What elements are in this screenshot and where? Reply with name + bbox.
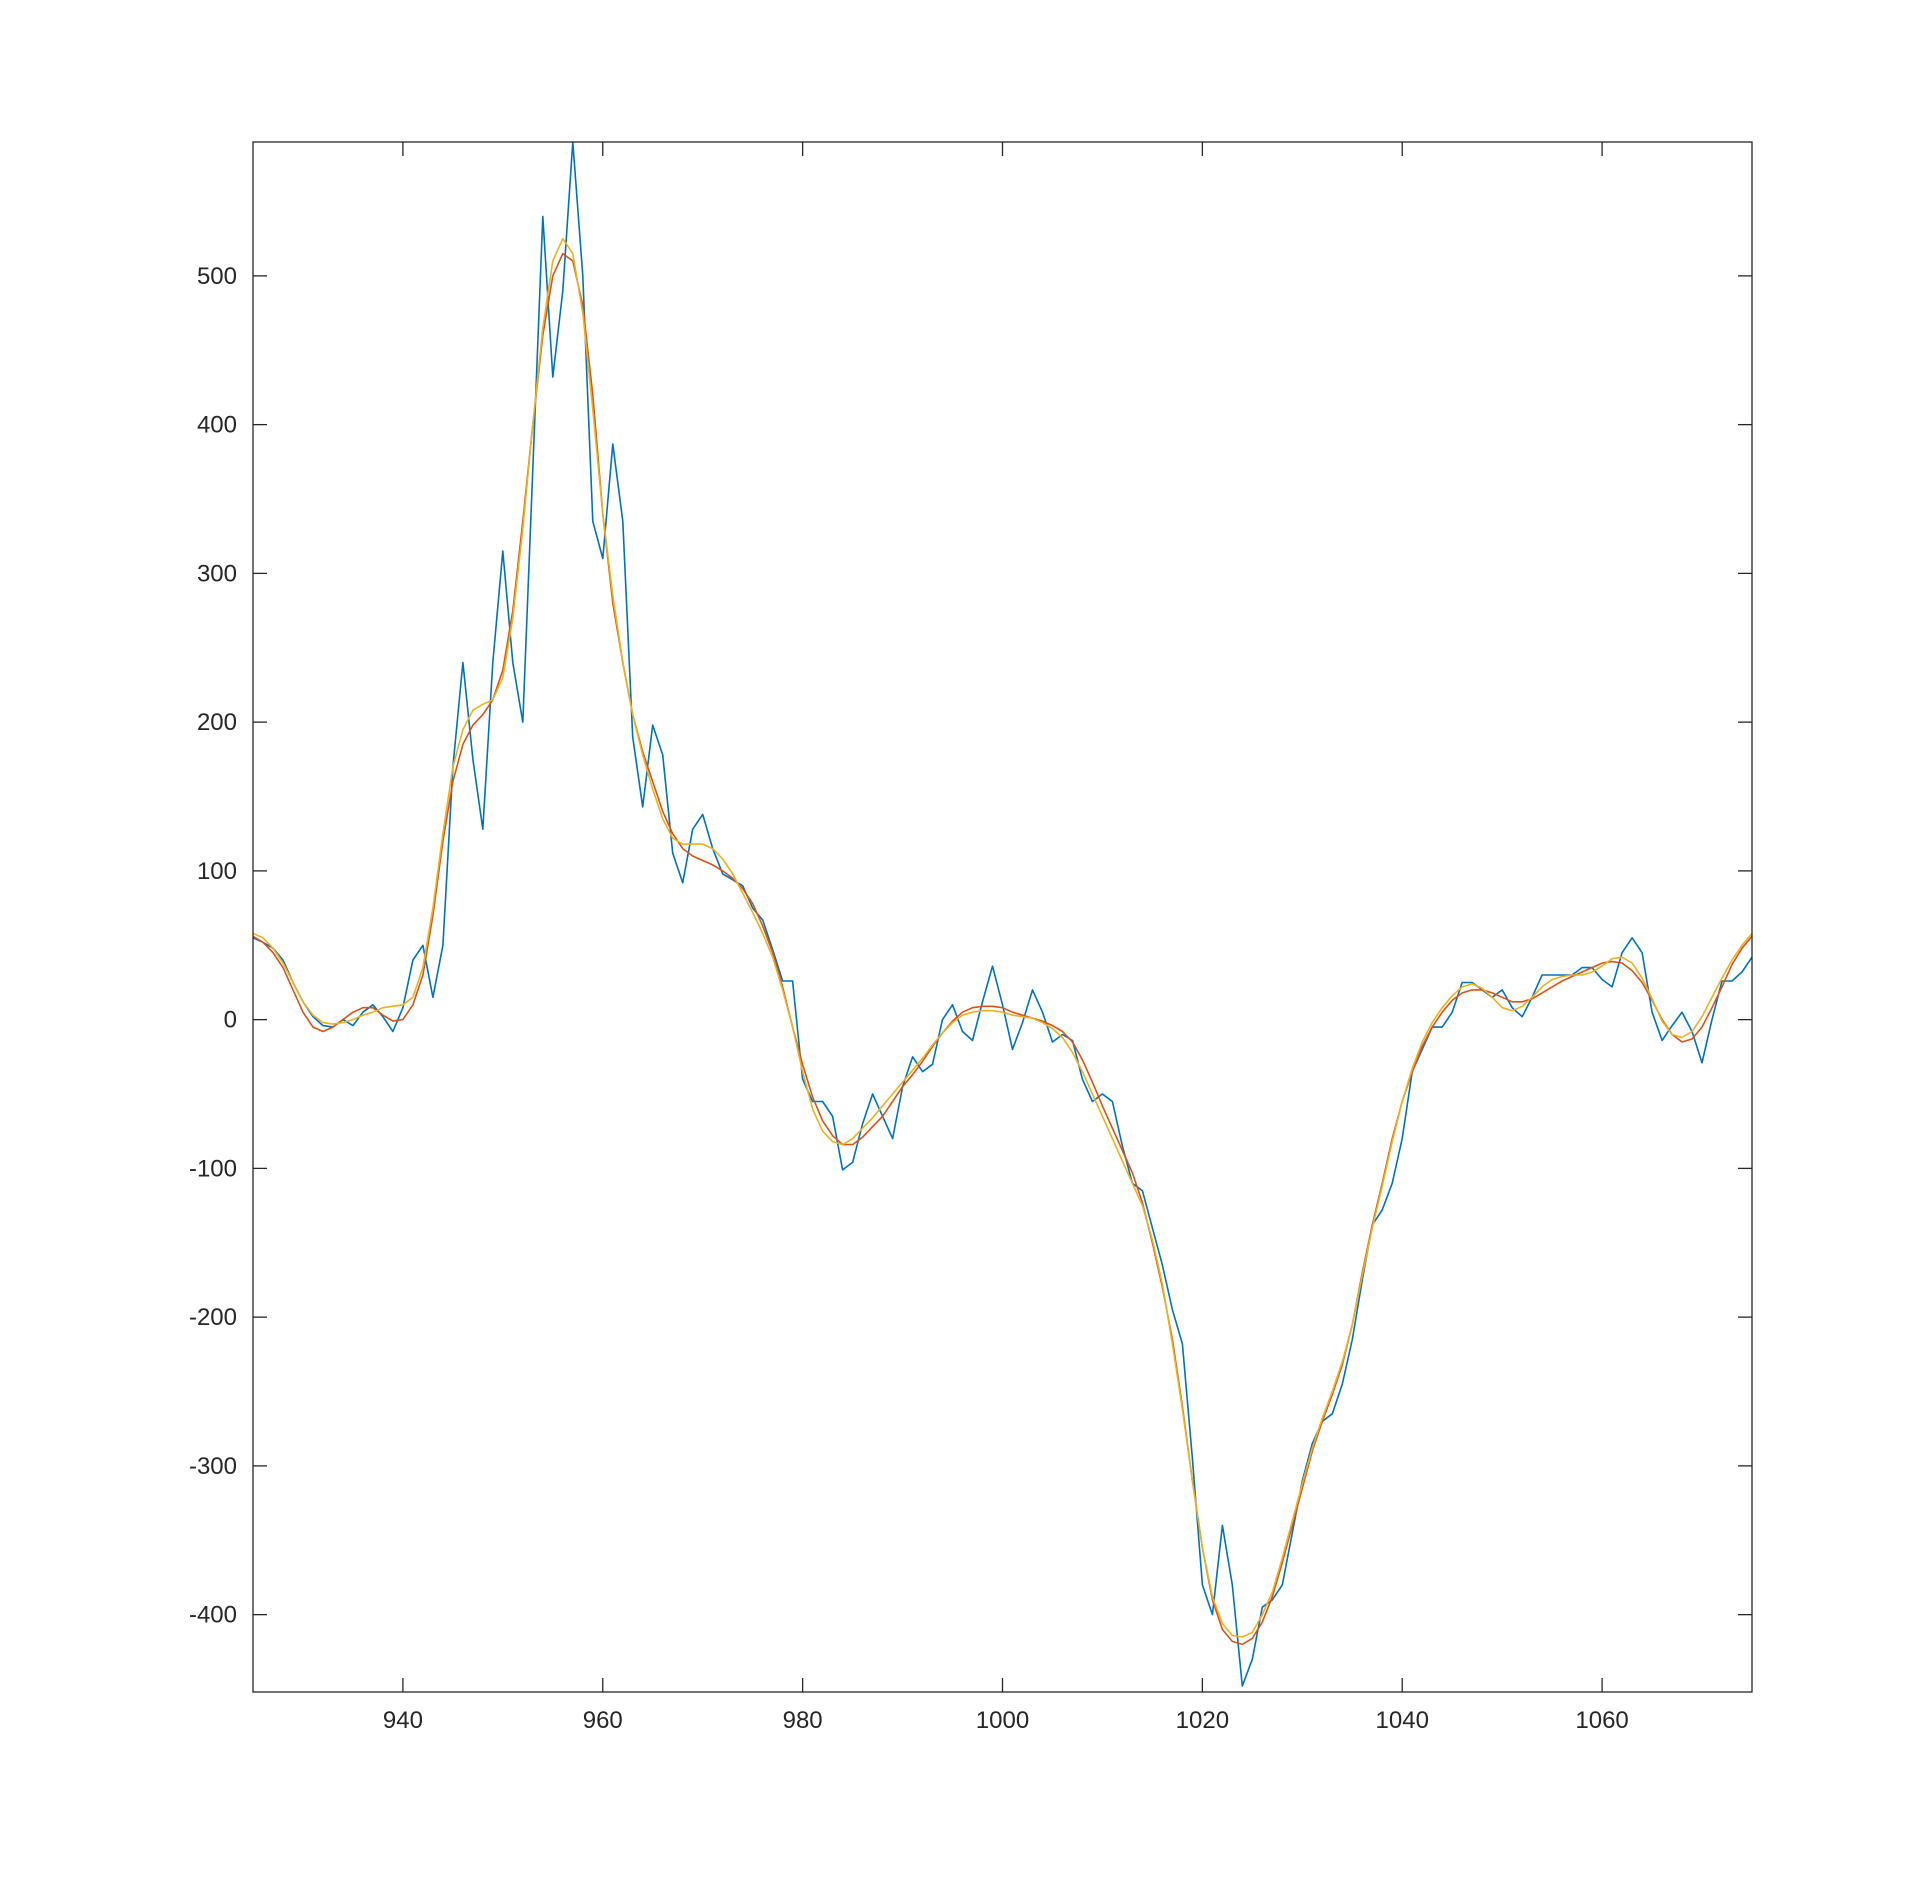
x-tick-label: 1000 xyxy=(976,1707,1029,1734)
y-tick-label: 200 xyxy=(197,709,237,736)
tick-layer: 940 960 980 1000 1020 1040 1060-400-300-200-10… xyxy=(189,142,1752,1734)
y-tick-label: -300 xyxy=(189,1453,237,1480)
y-tick-label: -400 xyxy=(189,1602,237,1629)
series-line-blue xyxy=(253,142,1752,1687)
y-tick-label: 100 xyxy=(197,858,237,885)
y-tick-label: 0 xyxy=(224,1007,237,1034)
x-tick-label: 960 xyxy=(583,1707,623,1734)
x-tick-label: 1060 xyxy=(1575,1707,1628,1734)
y-tick-label: 300 xyxy=(197,560,237,587)
x-tick-label: 980 xyxy=(783,1707,823,1734)
y-tick-label: 500 xyxy=(197,263,237,290)
y-tick-label: -100 xyxy=(189,1155,237,1182)
x-tick-label: 1020 xyxy=(1176,1707,1229,1734)
series-layer xyxy=(253,142,1752,1687)
series-line-yellow xyxy=(253,237,1752,1638)
series-line-red xyxy=(253,252,1752,1646)
x-tick-label: 1040 xyxy=(1376,1707,1429,1734)
x-tick-label: 940 xyxy=(383,1707,423,1734)
axes-box xyxy=(252,141,1753,1693)
y-tick-label: 400 xyxy=(197,412,237,439)
y-tick-label: -200 xyxy=(189,1304,237,1331)
